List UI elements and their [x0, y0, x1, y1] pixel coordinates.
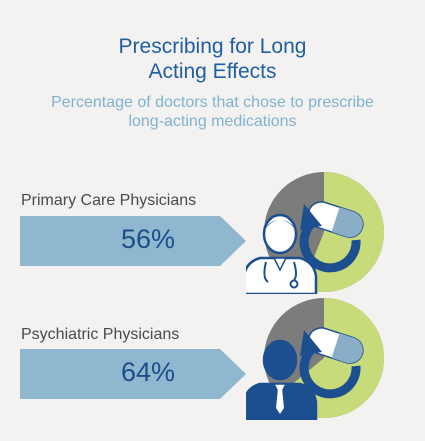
arrow-polygon	[20, 216, 246, 266]
doctor-icon	[246, 213, 318, 294]
title-line-2: Acting Effects	[148, 60, 277, 83]
doctor-collar	[272, 257, 288, 272]
cycle-arrow-icon	[299, 342, 361, 399]
title-line-1: Prescribing for Long	[118, 35, 307, 58]
cycle-arrowhead-icon	[300, 204, 322, 230]
cycle-arrow-icon	[299, 216, 361, 273]
category-label-psychiatric: Psychiatric Physicians	[21, 326, 180, 343]
pill-icon	[307, 201, 364, 238]
arrow-shape-icon	[20, 216, 246, 266]
page-title: Prescribing for Long Acting Effects	[0, 34, 425, 84]
arrow-polygon	[20, 349, 246, 399]
subtitle-line-2: long-acting medications	[128, 113, 297, 130]
stethoscope-icon	[263, 261, 297, 283]
doctor-icon	[246, 339, 318, 420]
doctor-head	[262, 213, 298, 255]
page-subtitle: Percentage of doctors that chose to pres…	[0, 93, 425, 131]
doctor-body	[246, 256, 318, 294]
stethoscope-bell	[289, 279, 299, 289]
pie-graphic-primary-care	[246, 172, 384, 294]
pie-graphic-psychiatric	[246, 298, 384, 420]
subtitle-line-1: Percentage of doctors that chose to pres…	[51, 94, 374, 111]
doctor-hair	[264, 346, 296, 356]
category-label-primary-care: Primary Care Physicians	[21, 192, 197, 209]
doctor-hair	[264, 220, 296, 230]
necktie-icon	[276, 388, 284, 414]
cycle-arrowhead-icon	[300, 330, 322, 356]
value-arrow-psychiatric: 64%	[20, 343, 246, 405]
arrow-shape-icon	[20, 349, 246, 399]
pill-half	[331, 207, 363, 238]
value-label-primary-care: 56%	[120, 224, 176, 254]
value-arrow-primary-care: 56%	[20, 210, 246, 272]
doctor-head	[262, 339, 298, 381]
pill-icon	[307, 327, 364, 364]
value-label-psychiatric: 64%	[120, 357, 176, 387]
pill-half	[331, 333, 363, 364]
